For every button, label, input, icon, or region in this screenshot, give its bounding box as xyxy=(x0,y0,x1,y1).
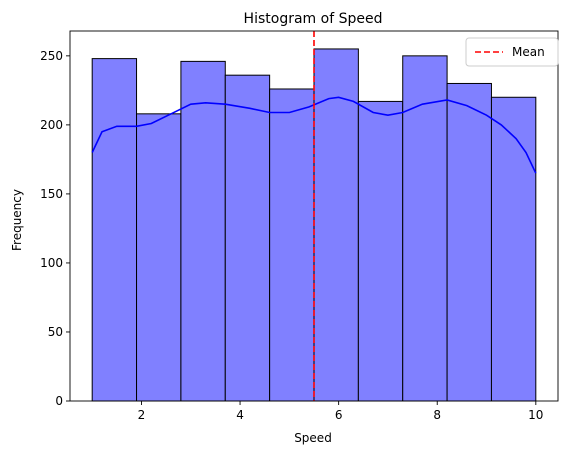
legend-box xyxy=(465,37,559,67)
histogram-bar-6 xyxy=(313,48,359,402)
histogram-bar-10 xyxy=(490,96,537,402)
y-tick-label: 150 xyxy=(40,187,63,201)
y-axis-ticks: 0 50 100 150 200 250 xyxy=(40,49,70,408)
kde-curve xyxy=(91,96,537,174)
histogram-bar-8 xyxy=(402,55,448,402)
y-tick-label: 100 xyxy=(40,256,63,270)
legend: Mean xyxy=(465,37,559,67)
histogram-bar-3 xyxy=(180,60,226,402)
y-tick-label: 250 xyxy=(40,49,63,63)
plot-frame xyxy=(69,30,559,402)
y-tick-label: 200 xyxy=(40,118,63,132)
y-tick-label: 0 xyxy=(55,394,63,408)
chart-title: Histogram of Speed xyxy=(244,11,383,27)
bars-group xyxy=(91,48,537,402)
x-tick-label: 2 xyxy=(138,408,146,422)
histogram-bar-5 xyxy=(269,88,315,402)
histogram-bar-4 xyxy=(224,74,271,402)
x-axis-label: Speed xyxy=(294,431,332,445)
x-tick-label: 10 xyxy=(528,408,543,422)
y-axis-label: Frequency xyxy=(10,189,24,251)
x-tick-label: 8 xyxy=(433,408,441,422)
histogram-bar-9 xyxy=(446,82,492,402)
x-tick-label: 4 xyxy=(236,408,244,422)
x-tick-label: 6 xyxy=(335,408,343,422)
x-axis-ticks: 2 4 6 8 10 xyxy=(138,401,543,422)
histogram-bar-7 xyxy=(357,100,404,402)
legend-mean-label: Mean xyxy=(512,45,545,59)
y-tick-label: 50 xyxy=(48,325,63,339)
histogram-bar-2 xyxy=(136,113,182,402)
plot-area xyxy=(69,30,559,402)
histogram-bar-1 xyxy=(91,58,138,402)
